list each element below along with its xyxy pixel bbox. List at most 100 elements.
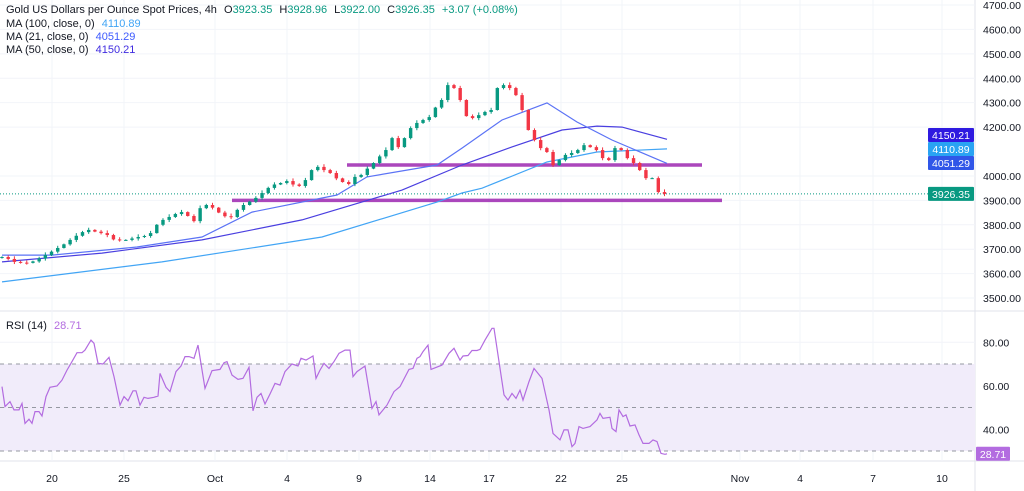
last-price-tag[interactable]: 3926.35 bbox=[928, 186, 974, 201]
ma21-price-tag-text: 4051.29 bbox=[932, 158, 970, 170]
candle-body bbox=[340, 178, 345, 183]
candle bbox=[179, 209, 184, 216]
candle-body bbox=[563, 154, 568, 161]
time-tick-label: 7 bbox=[870, 473, 876, 485]
candle bbox=[278, 182, 283, 186]
candle-body bbox=[316, 166, 320, 171]
ma100-price-tag-text: 4110.89 bbox=[932, 144, 969, 156]
ma100-legend[interactable]: MA (100, close, 0) 4110.89 bbox=[6, 17, 145, 31]
candle-body bbox=[644, 170, 648, 179]
symbol-legend[interactable]: Gold US Dollars per Ounce Spot Prices, 4… bbox=[6, 3, 522, 17]
ma50-price-tag[interactable]: 4150.21 bbox=[928, 128, 974, 142]
candle bbox=[396, 135, 400, 149]
candle bbox=[49, 250, 54, 257]
ma100-label: MA (100, close, 0) bbox=[6, 18, 95, 30]
candle bbox=[569, 150, 574, 158]
candle-body bbox=[49, 251, 54, 256]
candle-body bbox=[278, 183, 283, 185]
candle-body bbox=[142, 236, 147, 238]
candle-body bbox=[62, 244, 66, 248]
candle-body bbox=[303, 180, 308, 186]
candle bbox=[582, 142, 586, 152]
candle bbox=[607, 156, 611, 162]
candle-body bbox=[186, 212, 190, 216]
candle bbox=[501, 83, 506, 90]
candle-body bbox=[452, 85, 456, 89]
support-resistance-levels[interactable] bbox=[232, 163, 722, 203]
candle bbox=[483, 110, 487, 117]
candle-body bbox=[545, 148, 549, 153]
ohlc-close: C3926.35 bbox=[387, 4, 435, 16]
candle-body bbox=[359, 174, 363, 177]
candle bbox=[229, 213, 233, 220]
time-tick-label: 20 bbox=[46, 473, 58, 485]
candle bbox=[446, 82, 450, 103]
candle bbox=[644, 167, 648, 180]
candle-body bbox=[439, 99, 444, 108]
candle-body bbox=[582, 145, 586, 151]
candle bbox=[117, 237, 122, 242]
candle-body bbox=[105, 233, 109, 236]
candle-body bbox=[650, 178, 654, 180]
candle bbox=[142, 234, 147, 238]
candle-body bbox=[532, 130, 537, 141]
candle bbox=[136, 234, 140, 241]
candle bbox=[576, 148, 580, 154]
candle-body bbox=[458, 88, 462, 100]
candle-body bbox=[124, 239, 128, 241]
candle bbox=[408, 126, 413, 140]
candle-body bbox=[173, 214, 178, 217]
candle bbox=[93, 229, 97, 233]
candle bbox=[254, 196, 258, 203]
candle-body bbox=[477, 115, 481, 119]
candle-body bbox=[37, 258, 41, 262]
rsi-legend[interactable]: RSI (14) 28.71 bbox=[6, 319, 86, 333]
price-tick-label: 4700.00 bbox=[983, 0, 1021, 12]
candle bbox=[12, 256, 17, 265]
ma50-legend[interactable]: MA (50, close, 0) 4150.21 bbox=[6, 43, 139, 57]
candle-body bbox=[489, 110, 493, 112]
price-tick-label: 3600.00 bbox=[983, 269, 1021, 281]
ma21-price-tag[interactable]: 4051.29 bbox=[928, 156, 974, 170]
candle-body bbox=[117, 239, 122, 241]
candle-body bbox=[198, 208, 202, 222]
ma21-legend[interactable]: MA (21, close, 0) 4051.29 bbox=[6, 30, 139, 44]
candle-body bbox=[86, 229, 91, 233]
candle-body bbox=[557, 160, 561, 166]
ma100-price-tag[interactable]: 4110.89 bbox=[928, 142, 974, 156]
price-tick-label: 4300.00 bbox=[983, 98, 1021, 110]
candle-body bbox=[470, 116, 475, 119]
time-tick-label: 4 bbox=[284, 473, 290, 485]
candle bbox=[309, 169, 314, 181]
candle bbox=[594, 145, 599, 152]
candle-body bbox=[607, 158, 611, 161]
candle bbox=[6, 255, 10, 261]
candle bbox=[186, 211, 190, 217]
candle bbox=[433, 106, 438, 118]
candle bbox=[563, 153, 568, 162]
candle-body bbox=[247, 201, 252, 205]
moving-average-line bbox=[1, 125, 668, 263]
candle bbox=[291, 178, 295, 187]
last-price-tag-text: 3926.35 bbox=[932, 189, 970, 201]
candle-body bbox=[520, 95, 524, 111]
candle bbox=[266, 186, 270, 195]
ohlc-change: +3.07 (+0.08%) bbox=[441, 4, 518, 16]
time-tick-label: Nov bbox=[731, 473, 750, 485]
candle-body bbox=[594, 147, 599, 151]
candle bbox=[192, 214, 196, 223]
candle-body bbox=[427, 117, 431, 121]
candle-body bbox=[631, 158, 636, 163]
price-tick-label: 4400.00 bbox=[983, 73, 1021, 85]
ohlc-high-label: H bbox=[279, 4, 288, 16]
price-tick-label: 4000.00 bbox=[983, 171, 1021, 183]
candle bbox=[303, 177, 308, 188]
candle-body bbox=[179, 212, 184, 215]
moving-average-line bbox=[1, 148, 668, 283]
candle bbox=[260, 190, 264, 201]
axes[interactable]: 4700.00 4600.00 4500.00 4400.00 4300.00 4200.… bbox=[46, 0, 1021, 485]
time-tick-label: 25 bbox=[118, 473, 130, 485]
candle-body bbox=[656, 178, 661, 193]
candle bbox=[316, 165, 320, 172]
